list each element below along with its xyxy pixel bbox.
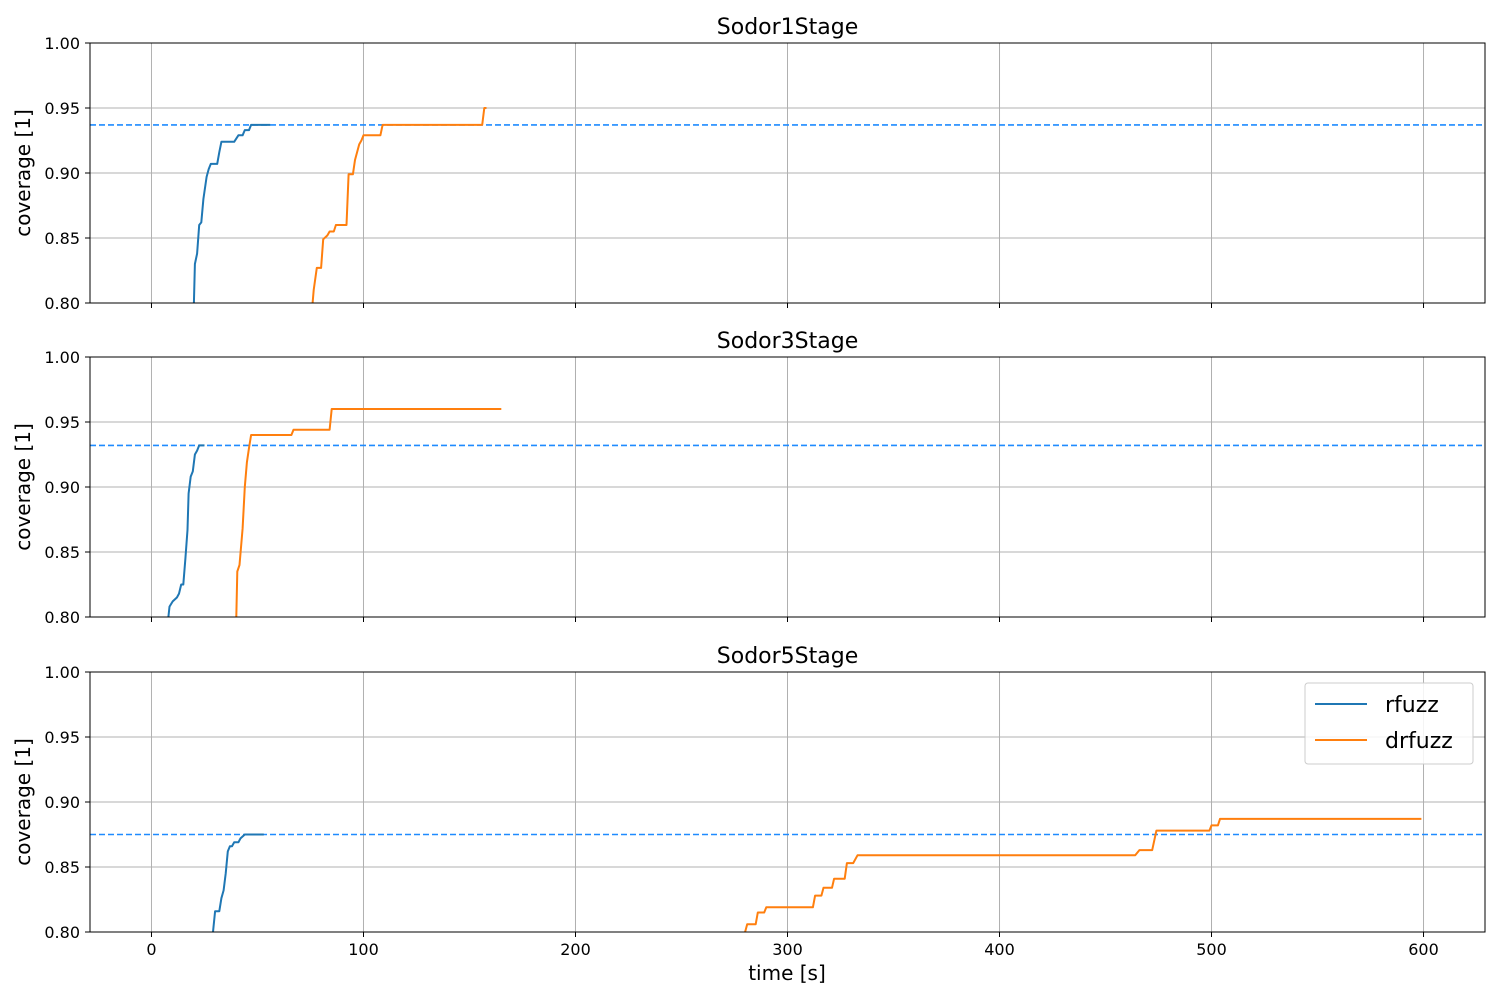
y-tick-label: 0.90 (44, 164, 80, 183)
subplot-Sodor3Stage: 0.80 0.85 0.90 0.95 1.00 Sodor3Stage coverage … (11, 329, 1486, 627)
x-tick-label: 600 (1408, 940, 1439, 959)
y-axis-label: coverage [1] (11, 423, 35, 551)
x-axis-label: time [s] (748, 961, 826, 985)
series-line-rfuzz (212, 833, 264, 932)
subplot-title: Sodor3Stage (717, 329, 858, 354)
y-tick-label: 1.00 (44, 34, 80, 53)
y-tick-label: 1.00 (44, 348, 80, 367)
y-tick-label: 0.90 (44, 478, 80, 497)
series-line-rfuzz (167, 444, 205, 617)
y-tick-label: 0.85 (44, 229, 80, 248)
y-axis-label: coverage [1] (11, 109, 35, 237)
legend: rfuzz drfuzz (1304, 682, 1474, 765)
y-tick-label: 0.80 (44, 608, 80, 627)
x-tick-label: 200 (560, 940, 591, 959)
y-tick-label: 0.85 (44, 543, 80, 562)
subplot-title: Sodor5Stage (717, 644, 858, 669)
y-tick-label: 0.95 (44, 99, 80, 118)
y-axis-label: coverage [1] (11, 738, 35, 866)
series-line-drfuzz (311, 107, 487, 303)
subplot-Sodor5Stage: 0 100 200 300 400 500 600 0.80 0.85 0.90 0.95 1.00 S… (11, 644, 1486, 959)
x-tick-label: 500 (1196, 940, 1227, 959)
subplot-Sodor1Stage: 0.80 0.85 0.90 0.95 1.00 Sodor1Stage coverage … (11, 15, 1486, 313)
legend-label-rfuzz: rfuzz (1385, 693, 1439, 718)
subplots: 0.80 0.85 0.90 0.95 1.00 Sodor1Stage coverage … (11, 15, 1486, 959)
series-line-rfuzz (192, 123, 271, 303)
y-tick-label: 0.95 (44, 728, 80, 747)
y-tick-label: 0.95 (44, 413, 80, 432)
series-line-drfuzz (744, 817, 1422, 932)
y-tick-label: 1.00 (44, 663, 80, 682)
x-tick-label: 400 (984, 940, 1015, 959)
y-tick-label: 0.85 (44, 858, 80, 877)
legend-label-drfuzz: drfuzz (1385, 729, 1453, 754)
x-tick-label: 0 (146, 940, 156, 959)
subplot-title: Sodor1Stage (717, 15, 858, 40)
y-tick-label: 0.80 (44, 923, 80, 942)
series-line-drfuzz (235, 408, 502, 617)
y-tick-label: 0.80 (44, 294, 80, 313)
x-tick-label: 300 (772, 940, 803, 959)
x-tick-label: 100 (348, 940, 379, 959)
y-tick-label: 0.90 (44, 793, 80, 812)
